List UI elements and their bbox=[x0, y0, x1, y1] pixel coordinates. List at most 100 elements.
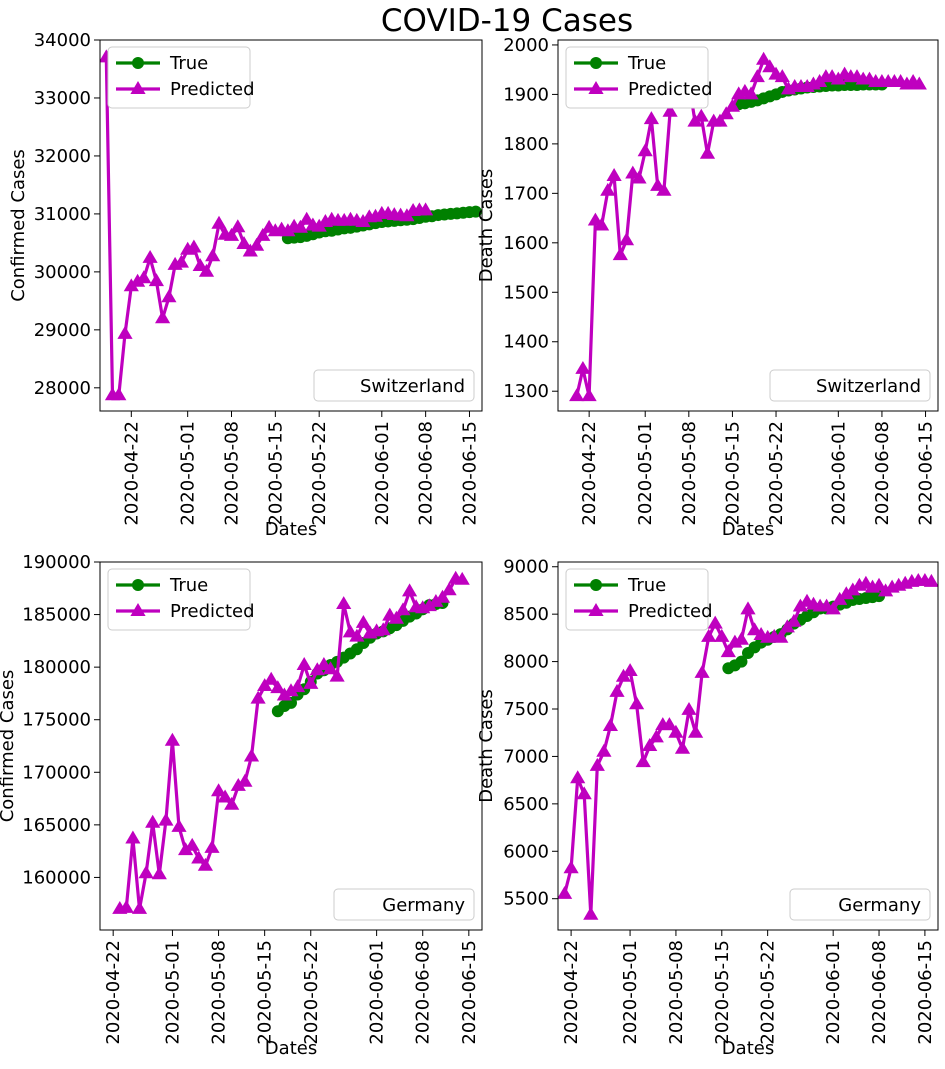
data-point bbox=[694, 665, 710, 678]
country-legend-box bbox=[789, 888, 931, 921]
data-point bbox=[558, 886, 573, 899]
data-point bbox=[756, 51, 772, 65]
plot-area bbox=[112, 570, 470, 914]
data-point bbox=[434, 589, 451, 603]
data-point bbox=[118, 899, 134, 913]
data-point bbox=[629, 696, 645, 710]
x-tick-label: 2020-04-22 bbox=[121, 421, 142, 526]
data-point bbox=[217, 789, 233, 803]
plot-area bbox=[558, 573, 938, 920]
x-tick-label: 2020-06-15 bbox=[459, 940, 480, 1045]
legend-marker-circle bbox=[590, 57, 602, 69]
data-point bbox=[612, 247, 628, 261]
country-legend-box bbox=[333, 888, 475, 921]
data-point bbox=[171, 819, 187, 832]
data-point bbox=[589, 757, 605, 771]
data-point bbox=[197, 857, 213, 871]
data-point bbox=[250, 690, 266, 704]
data-point bbox=[871, 577, 887, 591]
data-point bbox=[205, 248, 221, 262]
series-predicted bbox=[558, 573, 938, 920]
y-axis-label: Death Cases bbox=[476, 169, 497, 283]
x-tick-label: 2020-06-15 bbox=[915, 940, 936, 1045]
data-point bbox=[911, 76, 927, 90]
series-true bbox=[271, 597, 449, 718]
data-point bbox=[224, 796, 240, 810]
y-tick-label: 7000 bbox=[503, 746, 549, 767]
data-point bbox=[563, 860, 579, 874]
data-point bbox=[192, 258, 208, 271]
legend: True Predicted bbox=[107, 568, 255, 631]
data-point bbox=[349, 628, 365, 642]
y-tick-label: 1800 bbox=[503, 134, 549, 155]
data-point bbox=[186, 239, 202, 253]
x-tick-label: 2020-05-15 bbox=[722, 421, 743, 526]
data-point bbox=[164, 732, 180, 746]
data-point bbox=[184, 837, 200, 851]
y-tick-label: 1700 bbox=[503, 183, 549, 204]
y-axis-label: Death Cases bbox=[476, 689, 497, 803]
data-point bbox=[714, 628, 730, 642]
data-point bbox=[117, 325, 133, 339]
x-tick-label: 2020-05-01 bbox=[620, 940, 641, 1045]
data-point bbox=[825, 601, 841, 615]
data-point bbox=[707, 615, 723, 629]
legend-label: Predicted bbox=[170, 79, 255, 100]
series-line-predicted bbox=[575, 58, 920, 398]
data-point bbox=[303, 676, 319, 689]
data-point bbox=[161, 289, 177, 303]
data-point bbox=[469, 205, 482, 218]
legend-marker-circle bbox=[132, 57, 144, 69]
legend-label: Predicted bbox=[170, 601, 255, 622]
country-legend: Switzerland bbox=[769, 369, 931, 402]
x-axis-label: Dates bbox=[722, 519, 774, 540]
data-point bbox=[773, 629, 789, 643]
data-point bbox=[223, 227, 240, 241]
data-point bbox=[441, 582, 457, 596]
x-tick-label: 2020-06-08 bbox=[416, 421, 437, 526]
data-point bbox=[131, 901, 148, 914]
data-point bbox=[292, 219, 308, 233]
y-tick-label: 175000 bbox=[22, 710, 91, 731]
data-point bbox=[735, 655, 748, 668]
legend: True Predicted bbox=[565, 568, 713, 631]
y-tick-label: 170000 bbox=[22, 762, 91, 783]
x-tick-label: 2020-06-15 bbox=[459, 421, 480, 526]
x-tick-label: 2020-06-01 bbox=[823, 940, 844, 1045]
data-point bbox=[618, 232, 635, 246]
data-point bbox=[637, 143, 653, 157]
y-tick-label: 2000 bbox=[503, 35, 549, 56]
x-tick-label: 2020-05-08 bbox=[666, 940, 687, 1045]
data-point bbox=[656, 182, 672, 196]
y-tick-label: 1400 bbox=[503, 332, 549, 353]
y-tick-label: 165000 bbox=[22, 815, 91, 836]
data-point bbox=[145, 814, 161, 828]
data-point bbox=[388, 610, 404, 624]
y-tick-label: 180000 bbox=[22, 657, 91, 678]
data-point bbox=[762, 59, 778, 73]
data-point bbox=[602, 718, 618, 731]
data-point bbox=[792, 598, 808, 612]
data-point bbox=[575, 361, 591, 374]
x-axis-label: Dates bbox=[722, 1038, 774, 1059]
data-point bbox=[631, 170, 647, 184]
data-point bbox=[155, 310, 171, 324]
legend-marker-circle bbox=[132, 579, 144, 591]
axes-frame bbox=[99, 39, 483, 412]
x-tick-label: 2020-06-08 bbox=[869, 940, 890, 1045]
data-point bbox=[606, 168, 622, 181]
data-point bbox=[125, 830, 141, 844]
data-point bbox=[699, 145, 716, 159]
data-point bbox=[299, 211, 315, 225]
data-point bbox=[688, 724, 704, 738]
data-point bbox=[130, 273, 146, 287]
data-point bbox=[693, 108, 709, 122]
data-point bbox=[111, 387, 127, 401]
data-point bbox=[204, 840, 220, 853]
series-predicted bbox=[100, 49, 434, 401]
y-tick-label: 1900 bbox=[503, 84, 549, 105]
data-point bbox=[643, 111, 659, 125]
x-tick-label: 2020-05-01 bbox=[162, 940, 183, 1045]
data-point bbox=[454, 571, 470, 585]
